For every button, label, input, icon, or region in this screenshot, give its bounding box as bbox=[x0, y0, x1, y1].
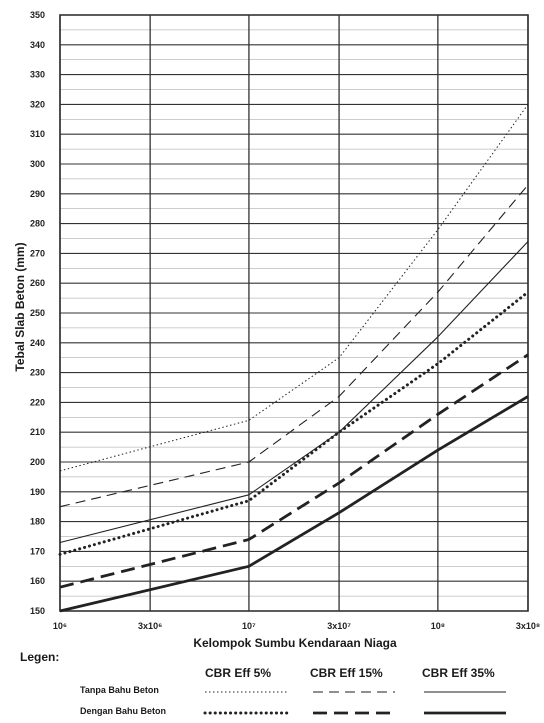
y-tick-label: 350 bbox=[30, 10, 45, 20]
y-tick-label: 200 bbox=[30, 457, 45, 467]
legend-row-dengan-bahu-beton: Dengan Bahu Beton bbox=[80, 706, 167, 716]
y-tick-label: 150 bbox=[30, 606, 45, 616]
x-axis-label: Kelompok Sumbu Kendaraan Niaga bbox=[193, 636, 397, 650]
x-tick-label: 10⁸ bbox=[431, 621, 445, 631]
y-tick-label: 260 bbox=[30, 278, 45, 288]
y-tick-label: 290 bbox=[30, 189, 45, 199]
y-axis-label: Tebal Slab Beton (mm) bbox=[13, 242, 27, 372]
series-line-solid-thin bbox=[59, 241, 529, 544]
grid-major bbox=[59, 14, 529, 612]
x-tick-label: 3x10⁸ bbox=[516, 621, 540, 631]
legend-column-cbr-15: CBR Eff 15% bbox=[310, 666, 383, 680]
grid-minor bbox=[60, 29, 528, 597]
y-tick-label: 280 bbox=[30, 219, 45, 229]
y-tick-label: 300 bbox=[30, 159, 45, 169]
y-axis-ticks: 350 340 330 320 310 300 290 280 270 260 250 240 230 2… bbox=[30, 10, 45, 616]
legend-column-cbr-5: CBR Eff 5% bbox=[205, 666, 272, 680]
series-line-dotted-thick bbox=[58, 290, 530, 556]
x-tick-label: 3x10⁶ bbox=[138, 621, 162, 631]
y-tick-label: 240 bbox=[30, 338, 45, 348]
x-tick-label: 10⁷ bbox=[242, 621, 256, 631]
series-line-dashed-thin bbox=[59, 184, 529, 508]
series-lines bbox=[58, 104, 530, 613]
y-tick-label: 180 bbox=[30, 517, 45, 527]
y-tick-label: 250 bbox=[30, 308, 45, 318]
y-tick-label: 330 bbox=[30, 70, 45, 80]
series-line-dotted-thin bbox=[59, 104, 529, 472]
legend-row-tanpa-bahu-beton: Tanpa Bahu Beton bbox=[80, 685, 159, 695]
y-tick-label: 190 bbox=[30, 487, 45, 497]
legend-samples bbox=[203, 691, 506, 715]
y-tick-label: 320 bbox=[30, 99, 45, 109]
legend-column-cbr-35: CBR Eff 35% bbox=[422, 666, 495, 680]
y-tick-label: 170 bbox=[30, 546, 45, 556]
y-tick-label: 310 bbox=[30, 129, 45, 139]
y-tick-label: 270 bbox=[30, 248, 45, 258]
y-tick-label: 160 bbox=[30, 576, 45, 586]
x-tick-label: 3x10⁷ bbox=[327, 621, 351, 631]
x-tick-label: 10⁶ bbox=[53, 621, 67, 631]
plot-frame bbox=[59, 14, 529, 612]
series-line-solid-thick bbox=[59, 395, 529, 613]
legend-title: Legen: bbox=[20, 650, 60, 664]
y-tick-label: 230 bbox=[30, 368, 45, 378]
y-tick-label: 210 bbox=[30, 427, 45, 437]
y-tick-label: 220 bbox=[30, 397, 45, 407]
series-line-dashed-thick bbox=[59, 353, 529, 589]
y-tick-label: 340 bbox=[30, 40, 45, 50]
x-axis-ticks: 10⁶ 3x10⁶ 10⁷ 3x10⁷ 10⁸ 3x10⁸ bbox=[53, 621, 540, 631]
